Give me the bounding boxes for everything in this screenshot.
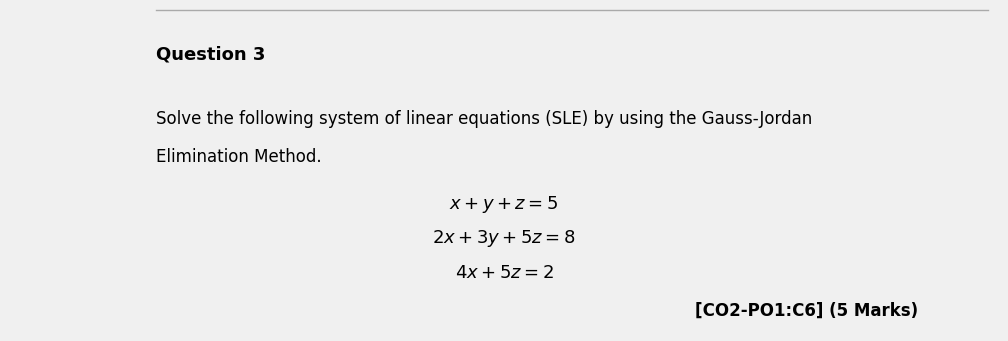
Text: $x + y + z = 5$: $x + y + z = 5$: [450, 194, 558, 215]
Text: Elimination Method.: Elimination Method.: [156, 148, 322, 166]
Text: Solve the following system of linear equations (SLE) by using the Gauss-Jordan: Solve the following system of linear equ…: [156, 110, 812, 128]
Text: Question 3: Question 3: [156, 46, 266, 63]
Text: $2x + 3y + 5z = 8$: $2x + 3y + 5z = 8$: [432, 228, 576, 249]
Text: [CO2-PO1:C6] (5 Marks): [CO2-PO1:C6] (5 Marks): [695, 301, 918, 319]
Text: $4x + 5z = 2$: $4x + 5z = 2$: [455, 264, 553, 282]
